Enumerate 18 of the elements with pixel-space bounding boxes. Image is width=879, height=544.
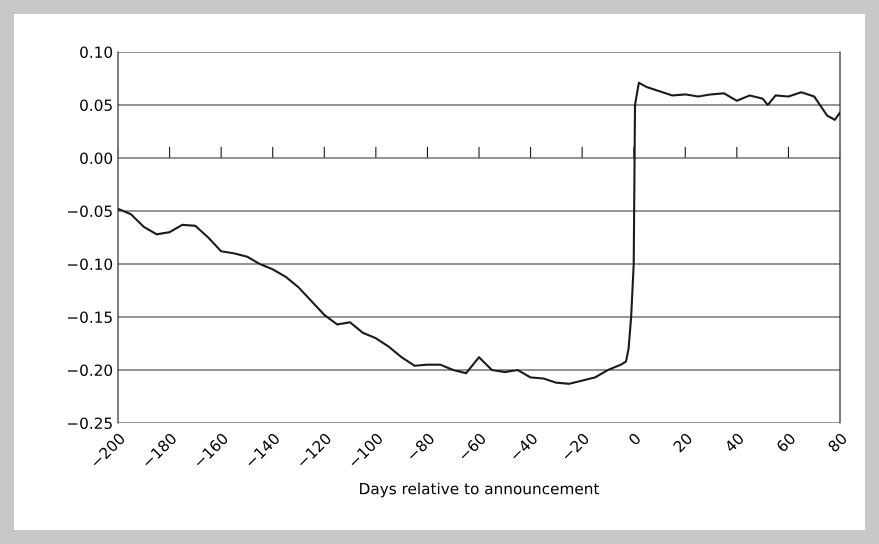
y-tick-label: −0.20 xyxy=(68,364,112,376)
y-tick-label: 0.00 xyxy=(80,152,112,164)
x-tick-label: −20 xyxy=(560,432,590,462)
x-tick-label: 0 xyxy=(628,432,642,446)
x-axis-title: Days relative to announcement xyxy=(360,482,600,498)
y-tick-label: −0.15 xyxy=(68,311,112,324)
x-tick-label: 80 xyxy=(827,432,848,453)
y-tick-label: −0.05 xyxy=(68,205,112,218)
x-tick-label: 20 xyxy=(672,432,693,453)
y-tick-label: 0.10 xyxy=(80,46,112,58)
x-tick-label: −80 xyxy=(406,432,436,462)
x-tick-label: 40 xyxy=(724,432,744,453)
x-tick-label: −40 xyxy=(509,432,538,462)
x-tick-label: −60 xyxy=(458,432,487,462)
x-tick-label: 60 xyxy=(776,432,796,453)
y-tick-label: −0.25 xyxy=(68,417,112,430)
y-tick-label: −0.10 xyxy=(68,258,112,270)
y-tick-label: 0.05 xyxy=(80,99,112,112)
